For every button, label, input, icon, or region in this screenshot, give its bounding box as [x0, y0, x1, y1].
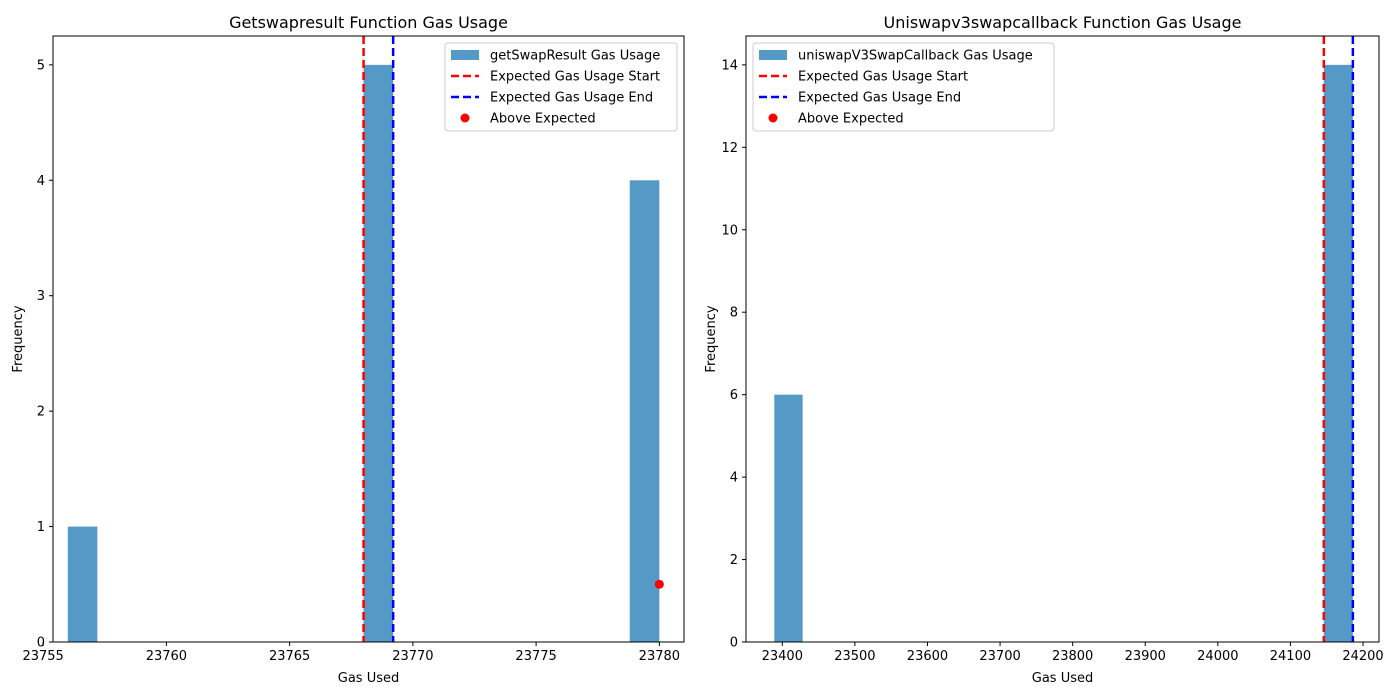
x-tick-label: 23900 — [1125, 649, 1166, 664]
x-tick-label: 23780 — [639, 649, 680, 664]
legend: uniswapV3SwapCallback Gas Usage Expected … — [752, 42, 1055, 132]
chart-title: Uniswapv3swapcallback Function Gas Usage — [884, 13, 1242, 32]
axes-frame — [745, 35, 1380, 643]
y-tick-label: 6 — [730, 388, 738, 403]
legend-label: getSwapResult Gas Usage — [490, 49, 660, 64]
axes-frame — [52, 35, 685, 643]
legend-label: Above Expected — [490, 112, 596, 127]
x-tick-label: 24100 — [1270, 649, 1311, 664]
x-tick-label: 23775 — [515, 649, 556, 664]
y-axis-label: Frequency — [11, 305, 26, 372]
y-tick-label: 14 — [721, 58, 738, 73]
histogram-bar — [363, 64, 394, 643]
x-tick-label: 23800 — [1052, 649, 1093, 664]
histogram-bar — [1323, 64, 1353, 643]
x-tick-label: 24200 — [1342, 649, 1383, 664]
y-tick-label: 4 — [730, 471, 738, 486]
x-tick-label: 24000 — [1197, 649, 1238, 664]
x-tick-label: 23700 — [979, 649, 1020, 664]
legend-swatch — [451, 50, 479, 60]
x-tick-label: 23600 — [907, 649, 948, 664]
legend: getSwapResult Gas Usage Expected Gas Usag… — [444, 42, 678, 132]
legend-label: Expected Gas Usage Start — [798, 70, 968, 85]
above-expected-point — [654, 579, 664, 589]
legend-label: Above Expected — [798, 112, 904, 127]
y-tick-label: 12 — [721, 141, 738, 156]
histogram-bar — [629, 180, 660, 643]
x-tick-label: 23760 — [146, 649, 187, 664]
legend-label: uniswapV3SwapCallback Gas Usage — [798, 49, 1033, 64]
y-tick-label: 5 — [37, 58, 45, 73]
legend-swatch — [768, 113, 778, 123]
y-tick-label: 10 — [721, 223, 738, 238]
x-tick-label: 23755 — [22, 649, 63, 664]
y-tick-label: 8 — [730, 306, 738, 321]
y-tick-label: 0 — [37, 636, 45, 651]
x-axis-label: Gas Used — [1032, 671, 1093, 686]
histogram-bar — [67, 526, 98, 642]
y-tick-label: 1 — [37, 520, 45, 535]
chart-uniswapv3swapcallback: 23400 23500 23600 23700 23800 23900 24000 24100… — [704, 13, 1384, 686]
legend-swatch — [759, 50, 787, 60]
legend-label: Expected Gas Usage End — [490, 91, 653, 106]
legend-box — [752, 42, 1055, 132]
y-tick-label: 0 — [730, 636, 738, 651]
legend-box — [444, 42, 678, 132]
legend-label: Expected Gas Usage Start — [490, 70, 660, 85]
y-tick-label: 3 — [37, 289, 45, 304]
legend-label: Expected Gas Usage End — [798, 91, 961, 106]
x-tick-label: 23400 — [762, 649, 803, 664]
x-tick-label: 23765 — [269, 649, 310, 664]
y-tick-label: 4 — [37, 174, 45, 189]
y-tick-label: 2 — [37, 405, 45, 420]
chart-getswapresult: 23755 23760 23765 23770 23775 23780 0 1 2 3 4 5 Gets… — [11, 13, 685, 686]
x-axis-label: Gas Used — [338, 671, 399, 686]
legend-swatch — [460, 113, 470, 123]
chart-title: Getswapresult Function Gas Usage — [229, 13, 508, 32]
y-tick-label: 2 — [730, 553, 738, 568]
x-tick-label: 23500 — [834, 649, 875, 664]
y-axis-label: Frequency — [704, 305, 719, 372]
x-tick-label: 23770 — [392, 649, 433, 664]
histogram-bar — [774, 394, 803, 642]
